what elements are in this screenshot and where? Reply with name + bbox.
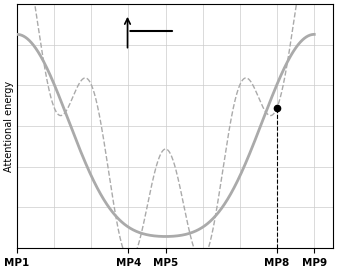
Y-axis label: Attentional energy: Attentional energy bbox=[4, 81, 14, 172]
